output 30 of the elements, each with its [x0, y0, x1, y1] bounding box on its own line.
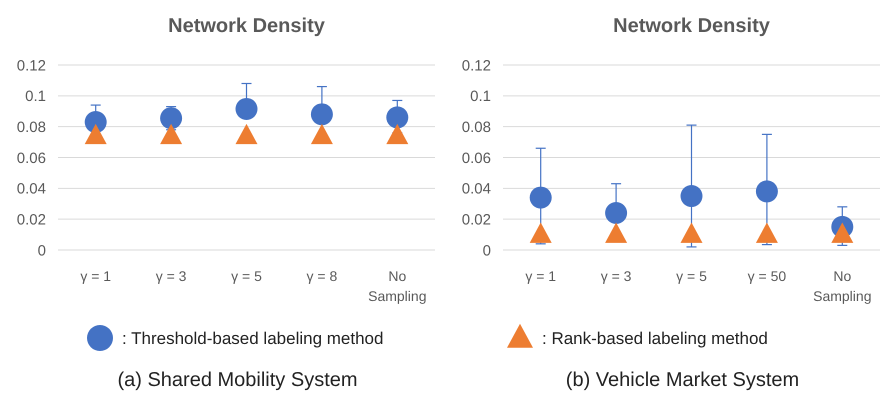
chart-title: Network Density [168, 15, 326, 37]
y-tick-label: 0 [38, 242, 46, 260]
y-tick-label: 0.08 [16, 118, 46, 136]
x-tick-label: γ = 3 [600, 268, 632, 284]
y-tick-label: 0.1 [470, 88, 491, 106]
y-tick-label: 0.02 [462, 211, 491, 228]
x-tick-label: γ = 5 [231, 268, 262, 284]
y-tick-label: 0.02 [16, 211, 46, 228]
x-tick-label: γ = 50 [748, 268, 786, 284]
x-tick-label: γ = 8 [306, 268, 338, 284]
y-tick-label: 0.08 [462, 118, 491, 136]
y-tick-label: 0.1 [25, 88, 46, 106]
y-tick-label: 0.12 [16, 57, 46, 74]
x-tick-label: γ = 3 [156, 268, 187, 284]
y-tick-label: 0 [482, 242, 491, 260]
y-tick-label: 0.12 [462, 57, 491, 74]
legend-label: : Rank-based labeling method [542, 328, 768, 348]
y-tick-label: 0.06 [462, 150, 491, 167]
legend-label: : Threshold-based labeling method [122, 328, 384, 348]
x-tick-label: γ = 1 [525, 268, 556, 284]
text: (a) Shared Mobility System [117, 369, 358, 391]
text: (b) Vehicle Market System [566, 369, 800, 391]
y-tick-label: 0.04 [16, 180, 46, 198]
chart-title: Network Density [613, 15, 771, 37]
x-tick-label: No Sampling [813, 268, 872, 304]
x-tick-label: γ = 5 [676, 268, 708, 284]
x-tick-label: γ = 1 [80, 268, 112, 284]
y-tick-label: 0.04 [462, 180, 491, 198]
x-tick-label: No Sampling [368, 268, 426, 304]
y-tick-label: 0.06 [16, 150, 46, 167]
